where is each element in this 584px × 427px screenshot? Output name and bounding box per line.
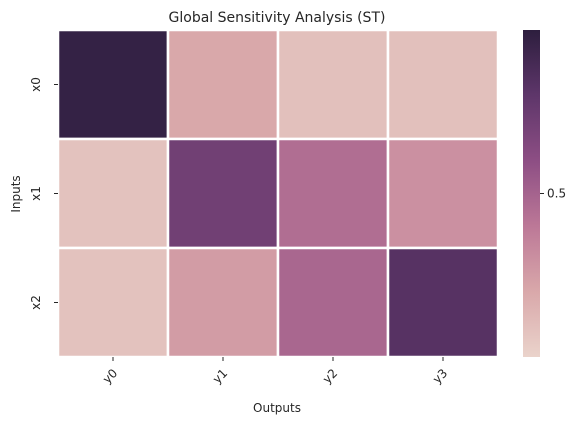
heatmap-cell — [276, 137, 390, 250]
heatmap-cell — [386, 137, 500, 250]
heatmap-cell — [166, 137, 280, 250]
heatmap-cell — [56, 28, 170, 141]
heatmap-cells — [56, 28, 500, 359]
y-tick-labels: x0 x1 x2 — [29, 77, 58, 310]
heatmap-cell — [276, 246, 390, 359]
colorbar — [523, 30, 540, 357]
chart-title: Global Sensitivity Analysis (ST) — [169, 10, 386, 26]
heatmap-cell — [166, 28, 280, 141]
x-axis-label: Outputs — [253, 401, 301, 415]
x-tick-label: y1 — [210, 366, 230, 386]
colorbar-tick-label: 0.5 — [547, 187, 566, 201]
heatmap-cell — [386, 28, 500, 141]
x-tick-label: y0 — [100, 366, 120, 386]
y-tick-label: x1 — [29, 186, 43, 201]
x-tick-labels: y0 y1 y2 y3 — [100, 357, 450, 386]
y-axis-label: Inputs — [9, 175, 23, 212]
heatmap-cell — [56, 246, 170, 359]
heatmap-cell — [56, 137, 170, 250]
y-tick-label: x2 — [29, 295, 43, 310]
x-tick-label: y3 — [430, 366, 450, 386]
heatmap-cell — [386, 246, 500, 359]
heatmap-cell — [166, 246, 280, 359]
x-tick-label: y2 — [320, 366, 340, 386]
heatmap-cell — [276, 28, 390, 141]
y-tick-label: x0 — [29, 77, 43, 92]
colorbar-ticks: 0.5 — [540, 187, 566, 201]
